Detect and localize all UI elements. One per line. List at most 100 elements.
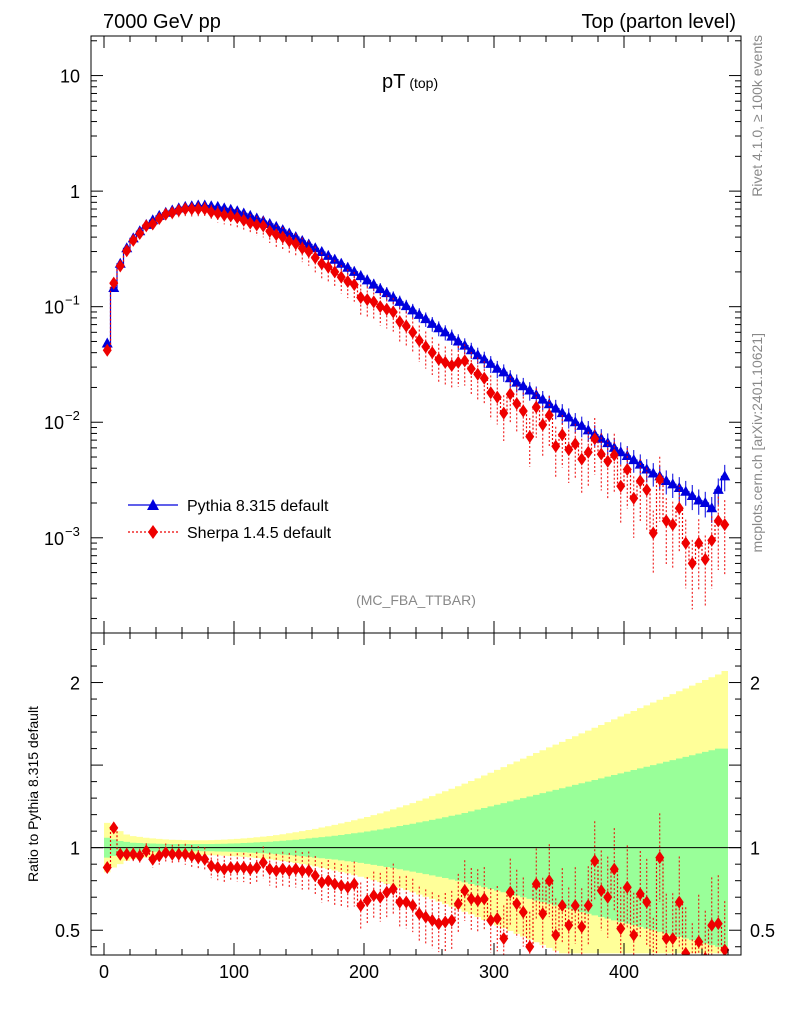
data-point-sherpa bbox=[109, 276, 119, 290]
data-point-pythia bbox=[615, 446, 627, 457]
ratio-data-point bbox=[512, 897, 522, 911]
x-tick-label: 0 bbox=[99, 962, 109, 982]
ratio-data-point bbox=[688, 963, 697, 976]
ratio-data-point bbox=[232, 860, 242, 874]
ratio-data-point bbox=[609, 862, 619, 876]
x-tick-label: 400 bbox=[609, 962, 639, 982]
ratio-data-point bbox=[362, 894, 372, 908]
data-point-sherpa bbox=[323, 260, 333, 274]
data-point-sherpa bbox=[648, 526, 658, 540]
data-point-sherpa bbox=[213, 207, 223, 221]
data-point-sherpa bbox=[421, 340, 431, 354]
data-point-sherpa bbox=[453, 355, 463, 369]
ratio-data-point bbox=[447, 913, 457, 927]
plot-title-main: pT bbox=[382, 71, 405, 93]
data-point-sherpa bbox=[310, 251, 320, 265]
ratio-data-point bbox=[356, 898, 366, 912]
data-point-sherpa bbox=[252, 218, 262, 232]
data-point-pythia bbox=[439, 326, 451, 337]
ratio-data-point bbox=[681, 946, 691, 955]
ratio-y-tick-label-right: 0.5 bbox=[750, 921, 775, 941]
ratio-data-point bbox=[642, 895, 652, 909]
ratio-data-point bbox=[453, 897, 463, 911]
analysis-label: (MC_FBA_TTBAR) bbox=[356, 592, 476, 608]
data-point-pythia bbox=[524, 384, 536, 395]
data-point-pythia bbox=[537, 393, 549, 404]
ratio-data-point bbox=[596, 884, 606, 898]
header-right: Top (parton level) bbox=[581, 11, 736, 33]
data-point-sherpa bbox=[473, 367, 483, 381]
ratio-data-point bbox=[694, 935, 704, 949]
data-point-sherpa bbox=[557, 428, 567, 442]
ratio-y-tick-label: 0.5 bbox=[55, 921, 80, 941]
ratio-data-point bbox=[271, 864, 281, 878]
ratio-data-point bbox=[661, 931, 671, 945]
ratio-data-point bbox=[570, 898, 580, 912]
data-point-sherpa bbox=[128, 233, 138, 247]
y-tick-label: 1 bbox=[70, 182, 80, 202]
ratio-series-line bbox=[104, 827, 728, 955]
data-point-pythia bbox=[452, 335, 464, 346]
data-point-sherpa bbox=[531, 400, 541, 414]
ratio-data-point bbox=[167, 847, 177, 861]
data-point-sherpa bbox=[564, 443, 574, 457]
data-point-pythia bbox=[394, 295, 406, 306]
ratio-data-point bbox=[674, 895, 684, 909]
data-point-sherpa bbox=[512, 397, 522, 411]
data-point-sherpa bbox=[466, 362, 476, 376]
data-point-pythia bbox=[693, 494, 705, 505]
ratio-data-point bbox=[297, 864, 307, 878]
data-point-sherpa bbox=[122, 244, 132, 258]
legend: Pythia 8.315 default Sherpa 1.4.5 defaul… bbox=[128, 498, 332, 542]
main-frame bbox=[90, 35, 742, 634]
data-point-pythia bbox=[446, 330, 458, 341]
data-point-pythia bbox=[212, 200, 224, 211]
data-point-sherpa bbox=[668, 518, 678, 532]
ratio-data-point bbox=[135, 849, 145, 863]
ratio-data-point bbox=[720, 943, 730, 955]
data-point-sherpa bbox=[518, 404, 528, 418]
data-point-pythia bbox=[712, 483, 724, 494]
ratio-data-point bbox=[577, 920, 587, 934]
ratio-data-point bbox=[252, 860, 262, 874]
ratio-data-point bbox=[590, 854, 600, 868]
data-point-sherpa bbox=[499, 406, 509, 420]
data-point-pythia bbox=[355, 270, 367, 281]
ratio-data-point bbox=[440, 915, 450, 929]
data-point-pythia bbox=[621, 450, 633, 461]
data-point-pythia bbox=[550, 402, 562, 413]
data-point-sherpa bbox=[401, 319, 411, 333]
data-point-pythia bbox=[348, 265, 360, 276]
ratio-data-point bbox=[703, 951, 708, 955]
header-left: 7000 GeV pp bbox=[103, 11, 221, 33]
ratio-data-point bbox=[707, 918, 717, 932]
data-point-pythia bbox=[296, 235, 308, 246]
ratio-data-point bbox=[713, 917, 723, 931]
ratio-data-point bbox=[583, 898, 593, 912]
ratio-data-point bbox=[213, 860, 223, 874]
data-point-pythia bbox=[218, 202, 230, 213]
ratio-data-point bbox=[629, 928, 639, 942]
data-point-pythia bbox=[387, 291, 399, 302]
y-tick-label: 10 bbox=[60, 67, 80, 87]
data-point-sherpa bbox=[408, 325, 418, 339]
ratio-data-point bbox=[518, 905, 528, 919]
data-point-pythia bbox=[342, 261, 354, 272]
ratio-data-point bbox=[531, 877, 541, 891]
data-point-sherpa bbox=[284, 234, 294, 248]
data-point-sherpa bbox=[375, 300, 385, 314]
data-point-sherpa bbox=[538, 418, 548, 432]
ratio-data-point bbox=[499, 931, 509, 945]
data-point-sherpa bbox=[232, 211, 242, 225]
legend-sherpa-marker bbox=[148, 525, 158, 539]
data-point-sherpa bbox=[713, 514, 723, 528]
data-point-sherpa bbox=[369, 295, 379, 309]
ratio-data-point bbox=[200, 852, 210, 866]
ratio-data-point bbox=[668, 931, 678, 945]
data-point-sherpa bbox=[544, 408, 554, 422]
data-point-pythia bbox=[381, 287, 393, 298]
rivet-label: Rivet 4.1.0, ≥ 100k events bbox=[749, 35, 765, 197]
x-tick-label: 300 bbox=[479, 962, 509, 982]
ratio-data-point bbox=[388, 882, 398, 896]
